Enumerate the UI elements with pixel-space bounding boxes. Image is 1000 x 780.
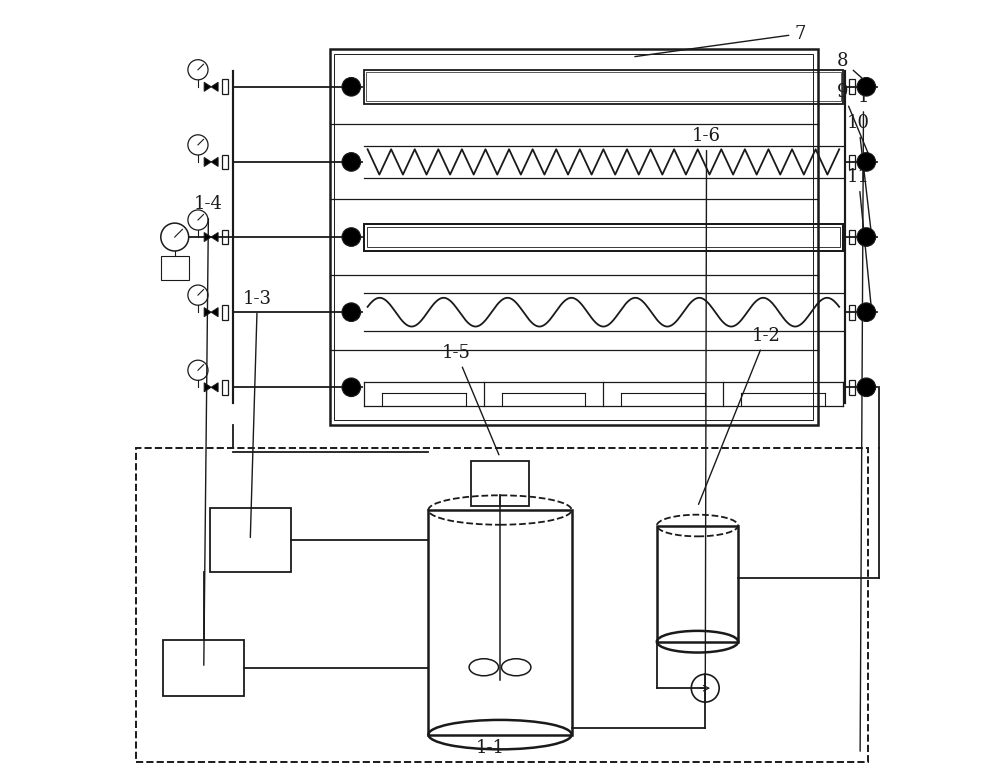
Polygon shape: [204, 232, 211, 242]
Bar: [222, 229, 228, 244]
Bar: [210, 509, 291, 572]
Bar: [163, 640, 244, 696]
Polygon shape: [211, 232, 218, 242]
Bar: [161, 257, 189, 280]
Polygon shape: [204, 383, 211, 392]
Bar: [849, 80, 855, 94]
Text: 7: 7: [635, 25, 806, 57]
Polygon shape: [204, 82, 211, 91]
Bar: [849, 305, 855, 320]
Bar: [849, 154, 855, 169]
Circle shape: [342, 378, 361, 396]
Circle shape: [857, 228, 876, 246]
Polygon shape: [211, 158, 218, 166]
Text: 1-4: 1-4: [194, 195, 223, 665]
Circle shape: [342, 228, 361, 246]
Text: 11: 11: [847, 168, 871, 310]
Bar: [657, 526, 738, 642]
Text: 1-3: 1-3: [243, 289, 272, 537]
Circle shape: [857, 378, 876, 396]
Circle shape: [857, 303, 876, 321]
Text: 1-5: 1-5: [442, 344, 499, 455]
Bar: [366, 73, 841, 101]
Bar: [334, 54, 813, 420]
Bar: [330, 49, 818, 425]
Circle shape: [342, 303, 361, 321]
Circle shape: [857, 153, 876, 172]
Text: 1-6: 1-6: [692, 127, 721, 704]
Bar: [364, 70, 843, 104]
Polygon shape: [211, 383, 218, 392]
Bar: [428, 510, 572, 735]
Bar: [222, 380, 228, 395]
Text: 1: 1: [858, 88, 869, 751]
Circle shape: [342, 77, 361, 96]
Bar: [364, 224, 843, 250]
Bar: [136, 448, 868, 762]
Text: 9: 9: [837, 83, 871, 159]
Polygon shape: [211, 82, 218, 91]
Bar: [222, 80, 228, 94]
Bar: [367, 227, 840, 247]
Circle shape: [342, 153, 361, 172]
Bar: [849, 229, 855, 244]
Circle shape: [857, 77, 876, 96]
Bar: [222, 154, 228, 169]
Bar: [222, 305, 228, 320]
Polygon shape: [204, 307, 211, 317]
Polygon shape: [211, 307, 218, 317]
Text: 1-2: 1-2: [699, 327, 781, 505]
Bar: [471, 461, 529, 506]
Polygon shape: [204, 158, 211, 166]
Text: 8: 8: [837, 51, 870, 85]
Text: 1-1: 1-1: [476, 739, 505, 757]
Text: 10: 10: [847, 114, 871, 234]
Bar: [849, 380, 855, 395]
